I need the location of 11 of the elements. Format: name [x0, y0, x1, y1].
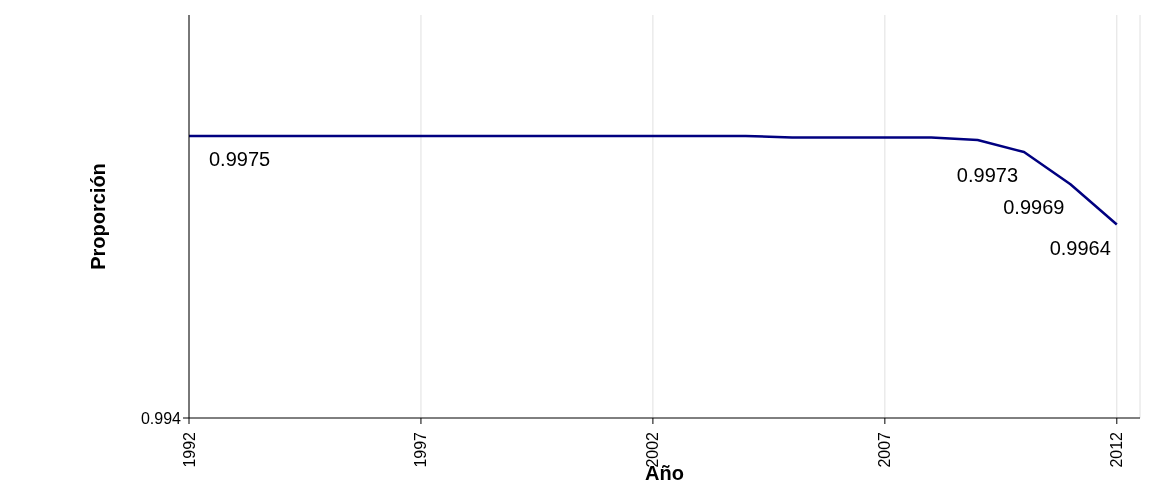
data-label: 0.9975	[209, 147, 271, 170]
x-tick-label: 1997	[412, 431, 430, 468]
text: 0.994	[140, 409, 182, 427]
x-tick-label: 2012	[1108, 431, 1126, 468]
data-label: 0.9969	[1003, 196, 1065, 219]
data-label: 0.9973	[956, 164, 1019, 187]
x-tick-label: 2002	[644, 431, 662, 468]
data-label: 0.9964	[1049, 236, 1111, 259]
x-tick-label: 2007	[876, 431, 894, 468]
y-axis-title: Proporción	[87, 163, 110, 270]
x-tick-label: 1992	[180, 431, 198, 468]
